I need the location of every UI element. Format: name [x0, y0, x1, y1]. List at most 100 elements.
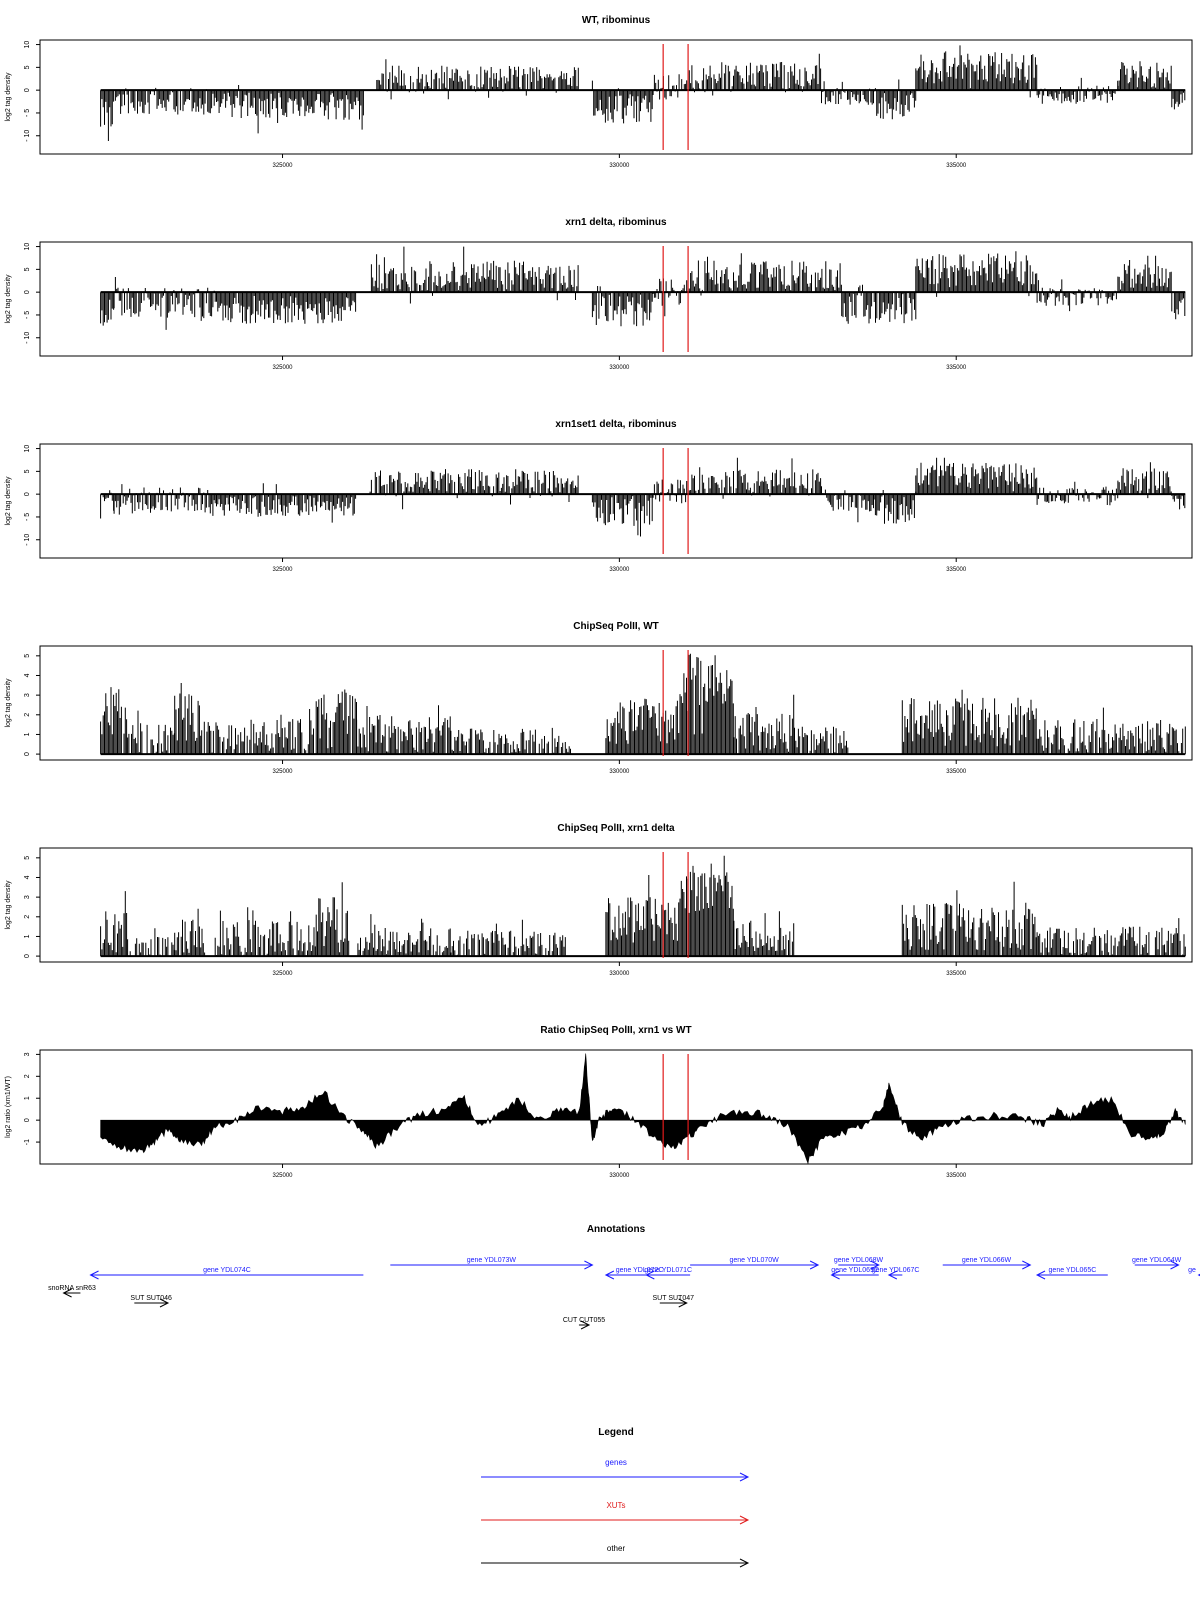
- annotation-track: Annotations gene YDL074C gene YDL073W gene…: [48, 1224, 1200, 1330]
- y-tick-label: 1: [24, 934, 31, 938]
- density-bars: [100, 687, 128, 755]
- density-bars: [841, 284, 917, 324]
- y-tick-label: - 5: [24, 109, 31, 117]
- density-bars: [679, 855, 734, 957]
- density-bars: [1036, 707, 1186, 755]
- density-bars: [369, 469, 579, 510]
- gene-label: gene YDL068W: [834, 1257, 884, 1264]
- plot-frame: [39, 443, 1193, 559]
- density-bars: [652, 278, 687, 317]
- density-bars: [356, 705, 451, 755]
- x-tick-label: 325000: [273, 971, 294, 977]
- panel-title: Ratio ChipSeq PolII, xrn1 vs WT: [540, 1025, 691, 1036]
- y-tick-label: 0: [24, 290, 31, 294]
- density-bars: [591, 80, 653, 124]
- track-panel: xrn1set1 delta, ribominus log2 tag densit…: [5, 419, 1193, 573]
- gene-arrow: gene YDL068W: [834, 1257, 884, 1270]
- feature-arrow: snoRNA snR63: [48, 1285, 96, 1298]
- density-bars: [874, 490, 917, 524]
- gene-arrow: gene YDL069C: [830, 1267, 879, 1280]
- x-tick-label: 330000: [609, 567, 630, 573]
- y-axis-label: log2 tag density: [5, 476, 12, 526]
- y-tick-label: 1: [24, 732, 31, 736]
- gene-label: ge: [1188, 1267, 1196, 1274]
- density-bars: [450, 919, 566, 957]
- density-bars: [174, 908, 206, 957]
- gene-label: gene YDL066W: [962, 1257, 1012, 1264]
- y-tick-label: 3: [24, 1052, 31, 1056]
- density-bars: [100, 891, 128, 957]
- x-tick-label: 335000: [946, 365, 967, 371]
- gene-arrow: gene YDL064W: [1132, 1257, 1182, 1270]
- density-bars: [1117, 255, 1172, 293]
- density-bars: [214, 85, 364, 134]
- density-bars: [214, 291, 357, 324]
- y-tick-label: - 5: [24, 311, 31, 319]
- x-tick-label: 330000: [609, 971, 630, 977]
- y-tick-label: 4: [24, 875, 31, 879]
- y-tick-label: 5: [24, 65, 31, 69]
- y-tick-label: 0: [24, 954, 31, 958]
- legend-title: Legend: [598, 1427, 634, 1438]
- density-bars: [127, 928, 175, 957]
- y-axis-label: log2 ratio (xrn1/WT): [5, 1076, 12, 1138]
- track-panel: ChipSeq PolII, xrn1 delta log2 tag densit…: [5, 823, 1193, 977]
- density-bars: [591, 494, 653, 537]
- density-bars: [1171, 292, 1186, 320]
- x-tick-label: 335000: [946, 971, 967, 977]
- y-tick-label: - 10: [24, 534, 31, 546]
- gene-arrow: gene YDL071C: [644, 1267, 692, 1280]
- density-bars: [450, 727, 571, 755]
- track-panel: Ratio ChipSeq PolII, xrn1 vs WT log2 rati…: [5, 1025, 1193, 1179]
- feature-arrow: SUT SUT047: [653, 1295, 694, 1308]
- plot-frame: [39, 847, 1193, 963]
- density-bars: [901, 689, 1037, 755]
- data-bars: [100, 457, 1186, 537]
- plot-frame: [39, 241, 1193, 357]
- feature-label: snoRNA snR63: [48, 1285, 96, 1292]
- density-bars: [100, 292, 115, 326]
- track-panel: WT, ribominus log2 tag density 10 5 0 - 5 - 10…: [5, 15, 1193, 169]
- ratio-area: [100, 1053, 1186, 1164]
- feature-label: CUT CUT055: [563, 1317, 605, 1324]
- y-tick-label: 2: [24, 915, 31, 919]
- y-tick-label: 5: [24, 856, 31, 860]
- data-bars: [100, 855, 1186, 958]
- density-bars: [605, 875, 681, 957]
- y-tick-label: 5: [24, 267, 31, 271]
- x-tick-label: 325000: [273, 1173, 294, 1179]
- density-bars: [369, 246, 579, 304]
- data-bars: [100, 1053, 1186, 1164]
- plot-frame: [39, 645, 1193, 761]
- density-bars: [915, 457, 1038, 495]
- feature-arrow: CUT CUT055: [563, 1317, 605, 1330]
- gene-arrow: gene YDL067C: [872, 1267, 919, 1280]
- data-bars: [100, 45, 1186, 141]
- density-bars: [113, 87, 215, 115]
- density-bars: [1171, 90, 1186, 110]
- data-bars: [100, 653, 1186, 756]
- y-axis-label: log2 tag density: [5, 274, 12, 324]
- x-tick-label: 335000: [946, 769, 967, 775]
- y-tick-label: 0: [24, 492, 31, 496]
- gene-arrow: gene YDL074C: [89, 1267, 364, 1280]
- density-bars: [821, 81, 876, 105]
- gene-arrow: gene YDL070W: [690, 1257, 820, 1270]
- density-bars: [1117, 462, 1172, 499]
- y-tick-label: 1: [24, 1096, 31, 1100]
- legend-arrow: XUTs: [481, 1501, 750, 1525]
- density-bars: [201, 709, 317, 755]
- panel-title: WT, ribominus: [582, 15, 651, 26]
- gene-arrow: gene YDL066W: [942, 1257, 1032, 1270]
- x-tick-label: 325000: [273, 769, 294, 775]
- plot-frame: [39, 39, 1193, 155]
- y-tick-label: 5: [24, 654, 31, 658]
- density-bars: [113, 277, 215, 330]
- density-bars: [679, 653, 734, 755]
- gene-label: gene YDL064W: [1132, 1257, 1182, 1264]
- density-bars: [214, 907, 316, 957]
- density-bars: [821, 486, 876, 523]
- y-axis-label: log2 tag density: [5, 880, 12, 930]
- density-bars: [733, 911, 795, 957]
